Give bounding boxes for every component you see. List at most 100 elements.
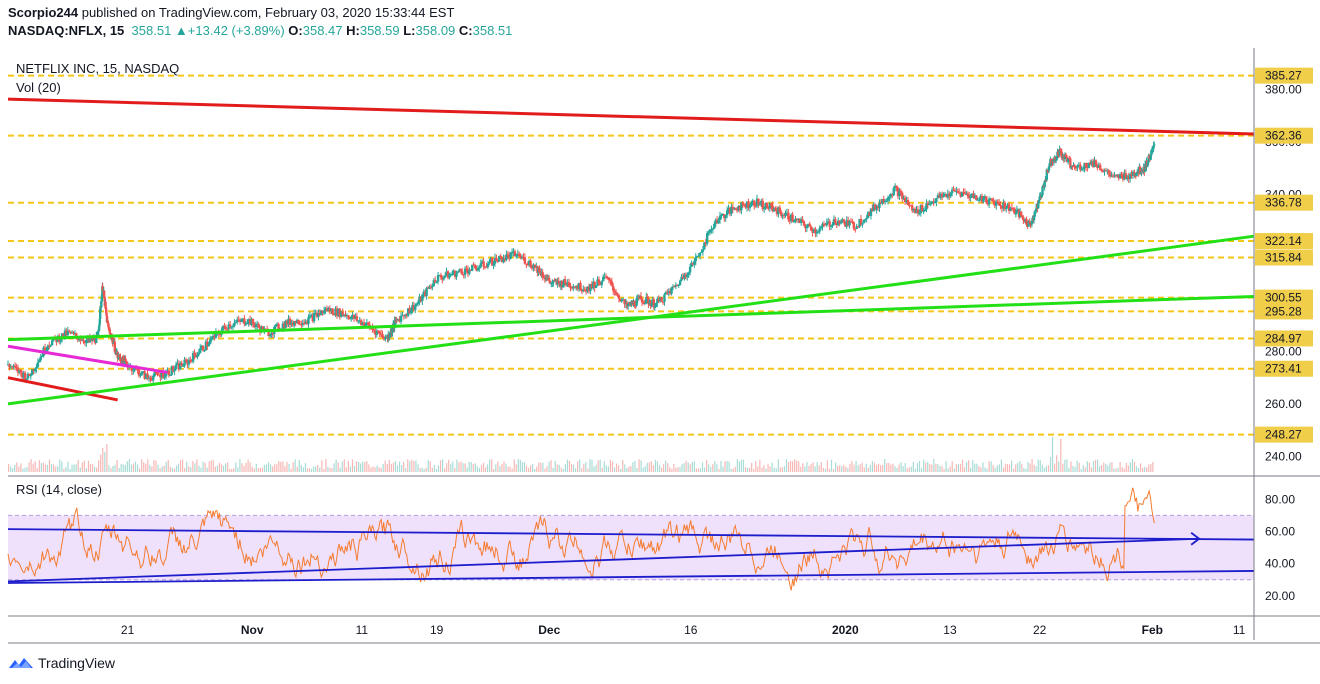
level-price-tag bbox=[1255, 360, 1313, 377]
candle bbox=[307, 317, 310, 324]
trend-line-red-short[interactable] bbox=[7, 376, 118, 402]
candle bbox=[204, 341, 208, 351]
candle bbox=[1006, 204, 1009, 209]
author-name[interactable]: Scorpio244 bbox=[8, 5, 79, 20]
trend-line-green-flat[interactable] bbox=[7, 294, 1255, 342]
candle bbox=[1028, 221, 1031, 223]
candle bbox=[354, 316, 357, 319]
volume-bar bbox=[783, 466, 786, 472]
candle bbox=[73, 333, 77, 335]
candle bbox=[69, 331, 72, 334]
volume-bar bbox=[587, 468, 589, 472]
volume-bar bbox=[495, 464, 497, 472]
candle bbox=[1135, 173, 1138, 176]
candle bbox=[986, 202, 989, 205]
rsi-trend-blue-upper[interactable] bbox=[7, 528, 1255, 541]
candle bbox=[953, 190, 957, 192]
volume-bar bbox=[1060, 438, 1062, 472]
candle bbox=[919, 205, 922, 214]
rsi-pane[interactable]: RSI (14, close) bbox=[7, 482, 1255, 591]
volume-bar bbox=[122, 464, 124, 472]
candle bbox=[569, 286, 572, 288]
volume-bar bbox=[757, 466, 759, 472]
candle bbox=[144, 373, 148, 379]
volume-bar bbox=[233, 468, 235, 472]
volume-bar bbox=[341, 461, 343, 472]
volume-bar bbox=[785, 459, 788, 472]
candle bbox=[983, 196, 987, 198]
rsi-trend-blue-rising[interactable] bbox=[7, 537, 1200, 583]
candle bbox=[438, 274, 441, 276]
candle bbox=[835, 222, 838, 225]
candle bbox=[1151, 148, 1155, 150]
volume-bar bbox=[173, 468, 176, 472]
candle bbox=[660, 297, 663, 302]
candle bbox=[903, 197, 907, 203]
volume-bar bbox=[730, 468, 732, 472]
candle bbox=[737, 206, 740, 211]
candle bbox=[637, 296, 641, 298]
trend-line-red-resistance[interactable] bbox=[7, 97, 1255, 136]
candle bbox=[12, 365, 15, 368]
candle bbox=[104, 306, 108, 309]
candle bbox=[389, 333, 392, 336]
candle bbox=[314, 312, 317, 314]
volume-bar bbox=[32, 463, 34, 472]
candle bbox=[416, 302, 420, 305]
volume-bar bbox=[147, 459, 149, 472]
volume-bar bbox=[386, 463, 388, 472]
volume-bar bbox=[920, 467, 923, 472]
candle bbox=[153, 371, 156, 377]
rsi-trend-blue-lower[interactable] bbox=[7, 570, 1255, 584]
candle bbox=[502, 258, 505, 263]
trend-line-green-steep[interactable] bbox=[7, 234, 1255, 406]
candle bbox=[565, 283, 568, 286]
candle bbox=[498, 255, 501, 262]
candle bbox=[1005, 208, 1008, 210]
volume-bar bbox=[452, 461, 454, 472]
volume-bar bbox=[841, 466, 843, 472]
brand-name[interactable]: TradingView bbox=[38, 655, 116, 671]
volume-bar bbox=[832, 468, 835, 472]
candle bbox=[943, 193, 947, 196]
trend-line-magenta-short[interactable] bbox=[7, 344, 168, 374]
candle bbox=[871, 208, 874, 212]
candle bbox=[834, 219, 837, 223]
candle bbox=[1019, 211, 1023, 216]
volume-bar bbox=[796, 460, 798, 472]
candle bbox=[858, 219, 861, 227]
candle bbox=[987, 198, 991, 205]
price-pane[interactable]: NETFLIX INC, 15, NASDAQ Vol (20) bbox=[6, 61, 1255, 472]
candle bbox=[854, 228, 857, 230]
volume-bar bbox=[822, 467, 824, 472]
candle bbox=[760, 200, 763, 204]
volume-bar bbox=[317, 465, 319, 472]
candle bbox=[1089, 162, 1092, 165]
candle bbox=[761, 200, 764, 209]
volume-bar bbox=[523, 462, 526, 472]
candle bbox=[784, 213, 787, 216]
candle bbox=[906, 200, 910, 206]
candle bbox=[274, 324, 277, 327]
volume-bar bbox=[10, 466, 12, 472]
volume-bar bbox=[8, 464, 10, 472]
volume-bar bbox=[403, 461, 405, 472]
candle bbox=[379, 333, 383, 335]
candle bbox=[1015, 209, 1019, 214]
candle bbox=[462, 274, 465, 276]
symbol-name[interactable]: NASDAQ:NFLX, 15 bbox=[8, 23, 125, 38]
candle bbox=[518, 253, 521, 257]
candle bbox=[1108, 173, 1112, 177]
volume-bar bbox=[259, 467, 261, 472]
candle bbox=[297, 319, 300, 325]
candle bbox=[189, 359, 192, 361]
candle bbox=[469, 269, 472, 271]
volume-bar bbox=[1099, 466, 1101, 472]
candle bbox=[915, 209, 918, 214]
candle bbox=[849, 221, 853, 223]
tradingview-logo-icon[interactable] bbox=[8, 656, 34, 670]
candle bbox=[713, 223, 716, 229]
candle bbox=[1126, 176, 1129, 180]
candle bbox=[118, 355, 121, 358]
